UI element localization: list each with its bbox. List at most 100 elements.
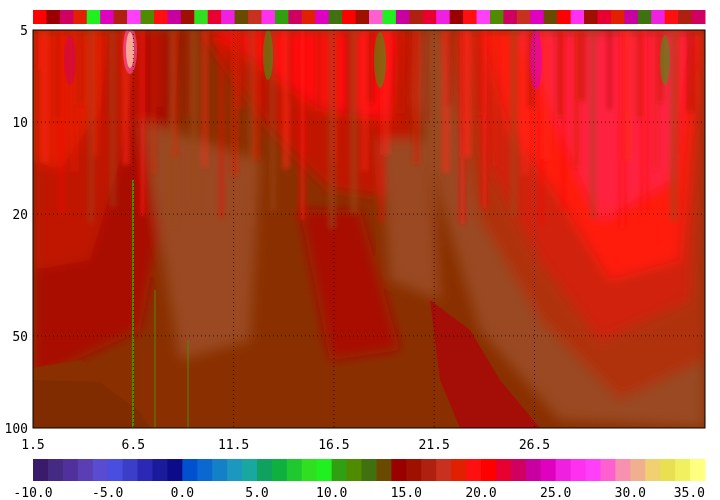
colorbar-swatch bbox=[495, 459, 512, 481]
surface-cell bbox=[436, 10, 451, 24]
surface-cell bbox=[100, 10, 115, 24]
surface-cell bbox=[543, 10, 558, 24]
colorbar-swatch bbox=[510, 459, 527, 481]
colorbar-tick-label: 30.0 bbox=[615, 486, 646, 500]
colorbar-swatch bbox=[600, 459, 616, 481]
surface-cell bbox=[207, 10, 222, 24]
surface-cell bbox=[274, 10, 289, 24]
colorbar-swatch bbox=[660, 459, 676, 481]
surface-cell bbox=[503, 10, 518, 24]
colorbar-swatch bbox=[406, 459, 422, 481]
colorbar-swatch bbox=[555, 459, 572, 481]
surface-cell bbox=[315, 10, 330, 24]
x-tick-label: 26.5 bbox=[519, 438, 550, 453]
colorbar-swatch bbox=[107, 459, 124, 481]
colorbar-swatch bbox=[675, 459, 691, 481]
surface-cell bbox=[73, 10, 88, 24]
surface-cell bbox=[395, 10, 410, 24]
colorbar-swatch bbox=[137, 459, 153, 481]
colorbar-swatch bbox=[615, 459, 631, 481]
surface-cell bbox=[261, 10, 276, 24]
surface-cell bbox=[422, 10, 437, 24]
surface-cell bbox=[46, 10, 61, 24]
colorbar-ticks: -10.0 -5.0 0.0 5.0 10.0 15.0 20.0 25.0 30.0 35.0 bbox=[13, 486, 705, 500]
surface-cell bbox=[651, 10, 666, 24]
colorbar-swatch bbox=[525, 459, 542, 481]
colorbar-swatch bbox=[122, 459, 139, 481]
surface-cell bbox=[328, 10, 343, 24]
colorbar-swatch bbox=[182, 459, 198, 481]
surface-cell bbox=[153, 10, 168, 24]
surface-cell bbox=[664, 10, 679, 24]
colorbar-swatch bbox=[227, 459, 243, 481]
surface-cell bbox=[584, 10, 598, 24]
colorbar-swatch bbox=[242, 459, 258, 481]
heatmap-field bbox=[33, 30, 705, 428]
colorbar-swatch bbox=[212, 459, 228, 481]
surface-cell bbox=[489, 10, 504, 24]
colorbar-swatch bbox=[197, 459, 213, 481]
colorbar-tick-label: 20.0 bbox=[465, 486, 496, 500]
colorbar-swatch bbox=[570, 459, 587, 481]
surface-cell bbox=[570, 10, 585, 24]
grid-lines bbox=[32, 30, 705, 428]
surface-cell bbox=[476, 10, 491, 24]
surface-cell bbox=[516, 10, 531, 24]
surface-cell bbox=[234, 10, 249, 24]
colorbar-swatch bbox=[152, 459, 168, 481]
surface-cell bbox=[342, 10, 357, 24]
surface-cell bbox=[382, 10, 397, 24]
surface-cell bbox=[369, 10, 383, 24]
colorbar-swatch bbox=[391, 459, 407, 481]
surface-cell bbox=[409, 10, 424, 24]
colorbar-swatch bbox=[331, 459, 348, 481]
colorbar-tick-label: 10.0 bbox=[316, 486, 347, 500]
surface-cell bbox=[355, 10, 370, 24]
surface-cell bbox=[194, 10, 209, 24]
colorbar-swatch bbox=[167, 459, 183, 481]
surface-cell bbox=[624, 10, 639, 24]
colorbar-tick-label: 0.0 bbox=[171, 486, 194, 500]
colorbar-swatch bbox=[451, 459, 467, 481]
surface-cell bbox=[449, 10, 464, 24]
colorbar-swatch bbox=[481, 459, 497, 481]
colorbar-swatch bbox=[585, 459, 601, 481]
surface-cell bbox=[127, 10, 142, 24]
colorbar-swatch bbox=[540, 459, 557, 481]
colorbar-swatch bbox=[645, 459, 661, 481]
x-tick-label: 1.5 bbox=[21, 438, 44, 453]
colorbar-swatch bbox=[33, 459, 49, 481]
surface-cell bbox=[637, 10, 652, 24]
colorbar-swatch bbox=[316, 459, 333, 481]
y-tick-label: 20 bbox=[12, 208, 28, 223]
colorbar-swatch bbox=[92, 459, 109, 481]
colorbar-swatch bbox=[361, 459, 377, 481]
x-tick-label: 21.5 bbox=[419, 438, 450, 453]
colorbar-swatch bbox=[466, 459, 482, 481]
colorbar-swatch bbox=[47, 459, 64, 481]
colorbar-swatch bbox=[421, 459, 437, 481]
colorbar-tick-label: 5.0 bbox=[245, 486, 268, 500]
colorbar bbox=[33, 459, 706, 481]
plot-frame bbox=[32, 29, 706, 429]
surface-cell bbox=[140, 10, 155, 24]
surface-cell bbox=[691, 10, 706, 24]
x-axis-ticks: 1.5 6.5 11.5 16.5 21.5 26.5 bbox=[21, 438, 550, 453]
surface-cell bbox=[86, 10, 101, 24]
surface-cell bbox=[180, 10, 195, 24]
x-tick-label: 16.5 bbox=[318, 438, 349, 453]
colorbar-swatch bbox=[436, 459, 452, 481]
colorbar-swatch bbox=[630, 459, 646, 481]
y-tick-label: 5 bbox=[20, 24, 28, 39]
surface-cell bbox=[113, 10, 128, 24]
colorbar-swatch bbox=[346, 459, 363, 481]
surface-cell bbox=[167, 10, 182, 24]
surface-cell bbox=[463, 10, 478, 24]
colorbar-tick-label: -5.0 bbox=[92, 486, 123, 500]
surface-cell bbox=[597, 10, 612, 24]
surface-cell bbox=[59, 10, 74, 24]
colorbar-tick-label: 15.0 bbox=[391, 486, 422, 500]
surface-cell bbox=[33, 10, 47, 24]
colorbar-tick-label: 35.0 bbox=[674, 486, 705, 500]
